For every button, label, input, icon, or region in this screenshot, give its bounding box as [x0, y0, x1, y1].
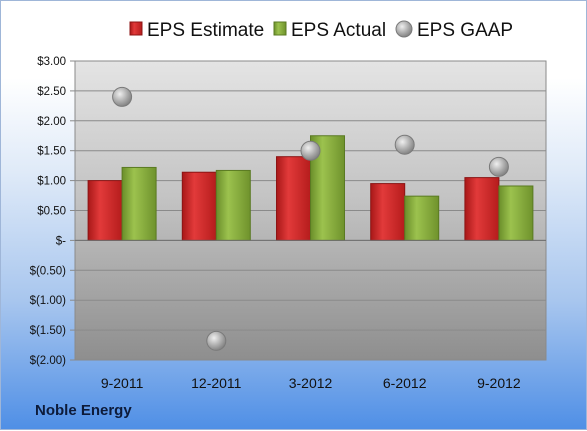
x-axis: 9-2011 12-2011 3-2012 6-2012 9-2012	[75, 239, 546, 391]
x-tick-label: 3-2012	[289, 375, 333, 391]
legend-label: EPS Estimate	[147, 20, 264, 41]
y-tick-label: $(2.00)	[30, 355, 67, 367]
bar-eps-actual	[121, 166, 157, 241]
bar-eps-estimate	[464, 177, 500, 241]
x-tick-label: 6-2012	[383, 375, 427, 391]
legend-swatch	[129, 21, 143, 36]
legend-label: EPS GAAP	[417, 20, 513, 41]
bar-eps-actual	[498, 185, 534, 241]
bar-eps-actual	[404, 195, 440, 241]
y-tick-label: $(1.50)	[30, 325, 67, 337]
y-tick-label: $3.00	[37, 56, 66, 68]
y-tick-label: $1.50	[37, 146, 66, 158]
bar-eps-estimate	[370, 183, 406, 241]
gaap-point	[112, 86, 133, 107]
x-tick-label: 9-2012	[477, 375, 521, 391]
y-tick-label: $1.00	[37, 176, 66, 188]
bar-eps-estimate	[87, 180, 123, 241]
y-tick-label: $2.00	[37, 116, 66, 128]
x-tick-label: 12-2011	[191, 375, 242, 391]
y-tick-label: $-	[56, 235, 66, 247]
x-tick-label: 9-2011	[101, 375, 144, 391]
y-axis: $3.00 $2.50 $2.00 $1.50 $1.00 $0.50 $- $(0.50) $…	[30, 56, 75, 367]
bars	[87, 135, 534, 241]
legend: EPS Estimate EPS Actual EPS GAAP	[129, 20, 513, 41]
gaap-points	[112, 86, 509, 351]
gaap-point	[488, 156, 509, 177]
y-tick-label: $2.50	[37, 86, 66, 98]
gaap-point	[300, 140, 321, 161]
legend-swatch	[395, 20, 413, 38]
y-tick-label: $(1.00)	[30, 295, 67, 307]
legend-label: EPS Actual	[291, 20, 386, 41]
y-tick-label: $(0.50)	[30, 265, 67, 277]
gaap-point	[394, 134, 415, 155]
bar-eps-actual	[215, 169, 251, 241]
legend-swatch	[273, 21, 287, 36]
bar-eps-estimate	[181, 171, 217, 241]
bar-eps-estimate	[276, 156, 311, 241]
gaap-point	[206, 330, 227, 351]
y-tick-label: $0.50	[37, 206, 66, 218]
company-name: Noble Energy	[35, 402, 132, 419]
